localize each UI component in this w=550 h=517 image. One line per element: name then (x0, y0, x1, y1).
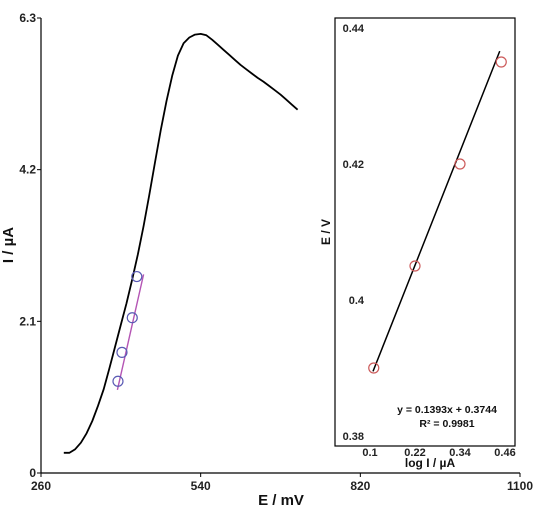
inset-y-tick-label: 0.44 (343, 23, 365, 35)
inset-data-point (454, 158, 466, 170)
inset-annotation-equation: y = 0.1393x + 0.3744 (397, 404, 497, 416)
main-data-marker (126, 312, 138, 324)
main-x-tick-label: 1100 (507, 479, 533, 493)
linear-region-line (116, 274, 145, 391)
inset-annotation-r2: R² = 0.9981 (419, 418, 474, 430)
inset-x-axis-title: log I / µA (405, 456, 456, 470)
inset-y-tick-label: 0.38 (343, 431, 364, 443)
inset-y-axis-title: E / V (319, 219, 333, 245)
main-data-marker (131, 270, 143, 283)
main-x-axis-title: E / mV (258, 492, 304, 509)
main-y-tick-label: 4.2 (19, 163, 36, 177)
inset-x-tick-label: 0.34 (449, 447, 471, 459)
inset-x-tick-label: 0.22 (404, 447, 425, 459)
inset-fit-line (372, 50, 501, 372)
inset-data-point (409, 260, 421, 272)
inset-y-tick-label: 0.42 (343, 159, 364, 171)
main-chart: 260 540 820 1100 0 2.1 4.2 6.3 E / mV I / µA (0, 11, 533, 509)
inset-y-tick-label: 0.4 (349, 295, 365, 307)
main-data-marker (116, 346, 128, 358)
main-y-tick-label: 6.3 (19, 11, 36, 25)
main-data-marker (112, 375, 124, 387)
main-x-tick-label: 260 (31, 479, 51, 493)
main-x-tick-label: 540 (191, 479, 211, 493)
inset-data-point (495, 56, 507, 68)
main-x-tick-label: 820 (350, 479, 370, 493)
inset-x-tick-label: 0.46 (494, 447, 515, 459)
inset-x-tick-label: 0.1 (362, 447, 377, 459)
main-y-tick-label: 0 (29, 466, 36, 480)
inset-data-point (368, 362, 380, 374)
inset-chart: 0.1 0.22 0.34 0.46 0.38 0.4 0.42 0.44 y = 0.139… (319, 17, 516, 470)
main-y-tick-label: 2.1 (19, 314, 36, 328)
voltammogram-curve (63, 33, 299, 454)
main-y-axis-title: I / µA (0, 227, 17, 263)
